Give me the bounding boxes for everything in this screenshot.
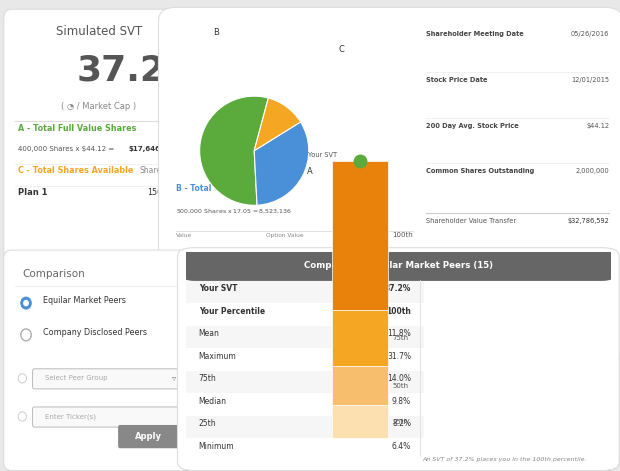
Text: Select Peer Group: Select Peer Group: [45, 375, 107, 382]
Text: 8.2%: 8.2%: [392, 419, 411, 428]
Text: $17,646,150: $17,646,150: [128, 146, 177, 153]
FancyBboxPatch shape: [177, 248, 619, 471]
Text: 31.7%: 31.7%: [387, 352, 411, 361]
Text: Median: Median: [199, 397, 227, 406]
Text: 400,000 Shares x $44.12 =: 400,000 Shares x $44.12 =: [19, 146, 117, 153]
Text: Company Disclosed Peers: Company Disclosed Peers: [43, 328, 147, 337]
Text: 37.2: 37.2: [77, 53, 166, 87]
Text: Value: Value: [176, 233, 193, 238]
FancyBboxPatch shape: [33, 369, 184, 389]
Text: Stock Price Date: Stock Price Date: [427, 77, 488, 83]
Text: Enter Ticker(s): Enter Ticker(s): [45, 413, 95, 420]
Text: Your SVT: Your SVT: [309, 152, 337, 158]
Text: 25th: 25th: [392, 419, 408, 425]
FancyBboxPatch shape: [7, 20, 191, 268]
Text: $13.09: $13.09: [265, 260, 287, 265]
Text: 500,000 Shares x $17.05 = $8,523,136: 500,000 Shares x $17.05 = $8,523,136: [176, 207, 292, 215]
FancyBboxPatch shape: [4, 9, 194, 264]
Text: Equilar Market Peers: Equilar Market Peers: [43, 296, 126, 306]
Text: $32,786,592: $32,786,592: [567, 218, 609, 224]
Text: 50th: 50th: [392, 382, 409, 389]
Text: 75th: 75th: [392, 335, 409, 341]
Text: 37.2%: 37.2%: [385, 284, 411, 293]
Text: 100th: 100th: [386, 307, 411, 316]
Circle shape: [21, 329, 31, 341]
Wedge shape: [200, 96, 268, 205]
Wedge shape: [254, 122, 309, 205]
Text: 37.2%: 37.2%: [587, 296, 609, 301]
Text: $44.12: $44.12: [587, 122, 609, 129]
Wedge shape: [254, 98, 301, 151]
Text: Comparison: Equilar Market Peers (15): Comparison: Equilar Market Peers (15): [304, 261, 493, 270]
Text: 9.8%: 9.8%: [392, 397, 411, 406]
Text: Total : $6,617,306: Total : $6,617,306: [264, 284, 321, 289]
Text: 12/01/2015: 12/01/2015: [571, 77, 609, 83]
Bar: [186, 371, 424, 393]
Text: Your SVT: Your SVT: [199, 284, 237, 293]
Text: ▿: ▿: [172, 374, 177, 383]
Text: Common Shares Outstanding: Common Shares Outstanding: [427, 169, 534, 174]
Text: 150,000: 150,000: [147, 188, 179, 197]
Text: 14.0%: 14.0%: [387, 374, 411, 383]
Text: Comparison: Comparison: [22, 269, 85, 279]
FancyBboxPatch shape: [4, 250, 197, 471]
Text: $88,230,750: $88,230,750: [567, 257, 609, 263]
Text: Plan Cost: Plan Cost: [346, 233, 373, 238]
FancyBboxPatch shape: [6, 260, 195, 471]
Text: Apply: Apply: [135, 432, 162, 441]
Text: C: C: [339, 45, 345, 54]
Text: Minimum: Minimum: [199, 442, 234, 451]
Text: Your Percentile: Your Percentile: [199, 307, 265, 316]
Text: Simulated SVT: Simulated SVT: [56, 25, 142, 38]
Bar: [186, 281, 424, 303]
Text: Maximum: Maximum: [199, 352, 236, 361]
Text: Simulated SVT: Simulated SVT: [427, 296, 475, 301]
Text: 2,000,000: 2,000,000: [575, 169, 609, 174]
Bar: [186, 416, 424, 439]
Text: %: %: [163, 52, 181, 70]
Text: Shareholder Value Transfer: Shareholder Value Transfer: [427, 218, 516, 224]
Text: 05/26/2016: 05/26/2016: [571, 31, 609, 37]
Text: Shareholder Meeting Date: Shareholder Meeting Date: [427, 31, 524, 37]
Text: C - Total Shares Available: C - Total Shares Available: [19, 166, 134, 175]
Text: Market Capitalization: Market Capitalization: [427, 257, 497, 263]
Circle shape: [21, 297, 31, 309]
FancyBboxPatch shape: [182, 250, 615, 281]
FancyBboxPatch shape: [184, 257, 613, 471]
Text: 25th: 25th: [199, 419, 216, 428]
Text: 6.4%: 6.4%: [392, 442, 411, 451]
FancyBboxPatch shape: [33, 407, 184, 427]
Text: Mean: Mean: [199, 329, 219, 338]
Text: A - Total Full Value Shares: A - Total Full Value Shares: [19, 124, 137, 133]
FancyBboxPatch shape: [118, 425, 180, 448]
Text: $6,617,306: $6,617,306: [346, 260, 386, 265]
FancyBboxPatch shape: [165, 23, 616, 365]
FancyBboxPatch shape: [159, 8, 620, 360]
Bar: [186, 303, 424, 326]
Text: Plan 1: Plan 1: [19, 188, 48, 197]
Text: Option Value: Option Value: [265, 233, 303, 238]
Text: An SVT of 37.2% places you in the 100th percentile.: An SVT of 37.2% places you in the 100th …: [422, 457, 587, 462]
Bar: [186, 349, 424, 371]
Text: Shares: Shares: [139, 166, 166, 175]
Bar: [186, 439, 424, 461]
Text: 100th: 100th: [392, 233, 413, 238]
Text: A: A: [308, 167, 313, 176]
Text: B: B: [213, 28, 219, 37]
Text: B - Total Options: B - Total Options: [176, 184, 248, 193]
Text: 200 Day Avg. Stock Price: 200 Day Avg. Stock Price: [427, 122, 519, 129]
Bar: [186, 326, 424, 349]
Text: 75th: 75th: [199, 374, 216, 383]
Circle shape: [24, 300, 29, 306]
Text: 11.8%: 11.8%: [388, 329, 411, 338]
Bar: [186, 393, 424, 416]
Text: ( ◔ / Market Cap ): ( ◔ / Market Cap ): [61, 102, 136, 111]
Text: 4.12: 4.12: [176, 260, 190, 265]
